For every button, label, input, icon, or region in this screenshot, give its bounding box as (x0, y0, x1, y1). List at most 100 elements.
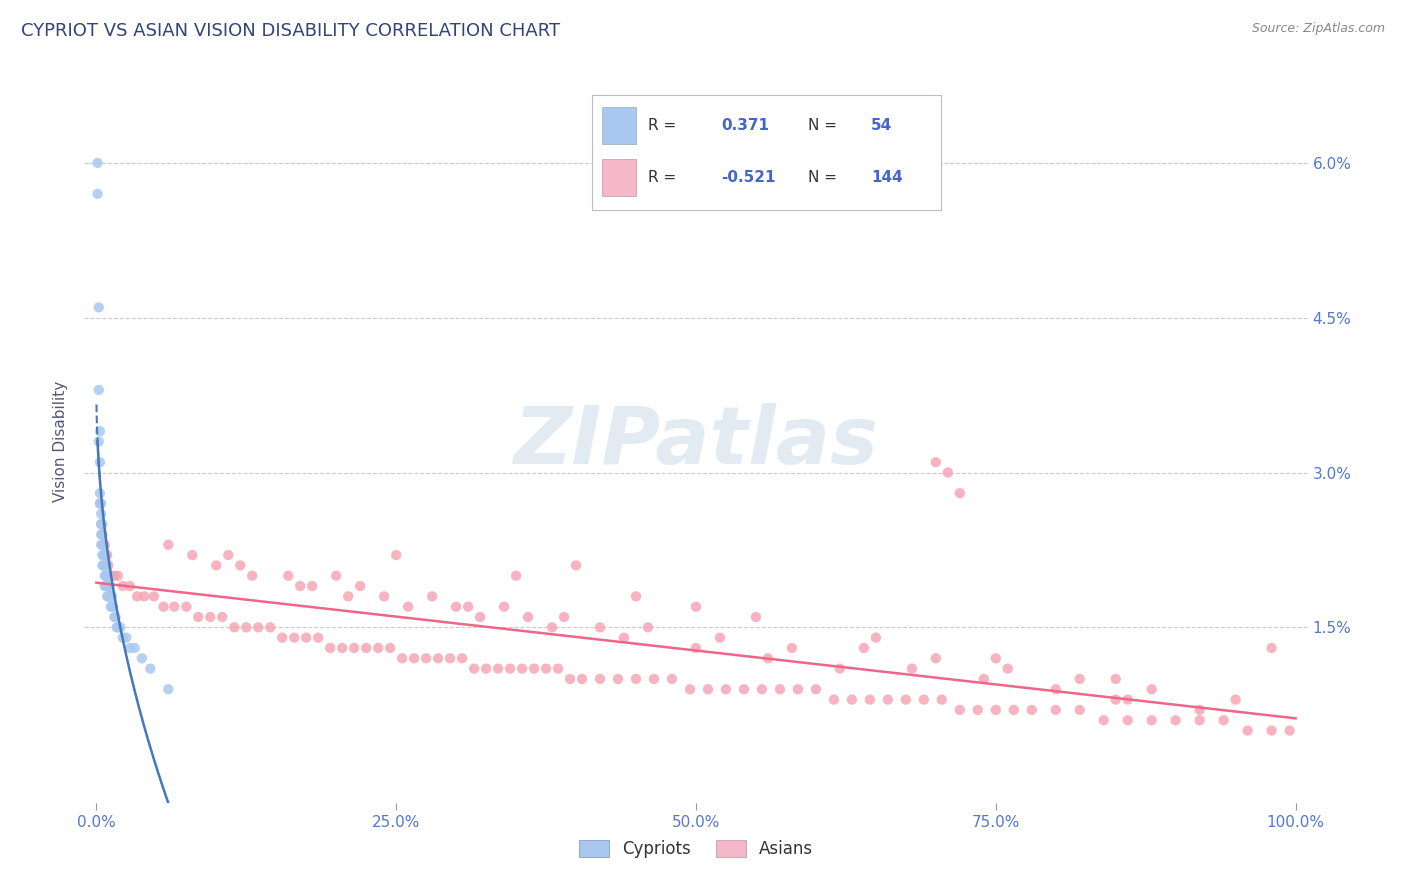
Point (93, 568, 117, 582)
Point (984, 651, 1007, 665)
Point (973, 672, 995, 686)
Point (404, 651, 426, 665)
Point (553, 610, 575, 624)
Point (613, 631, 636, 645)
Point (637, 620, 659, 634)
Point (319, 640, 342, 655)
Point (127, 590, 149, 604)
Point (367, 640, 389, 655)
Point (859, 692, 882, 706)
Point (949, 486, 972, 500)
Point (96, 548, 118, 562)
Point (709, 631, 731, 645)
Point (439, 651, 461, 665)
Point (93, 548, 115, 562)
Point (301, 579, 323, 593)
Point (787, 682, 810, 697)
Point (804, 682, 827, 697)
Point (224, 620, 246, 634)
Point (107, 568, 129, 582)
Point (337, 590, 360, 604)
Point (1002, 703, 1025, 717)
Point (139, 662, 162, 676)
Point (1225, 692, 1247, 706)
Point (547, 662, 569, 676)
Point (98, 579, 121, 593)
Point (93, 579, 117, 593)
Point (91, 517, 114, 532)
Point (110, 620, 132, 634)
Point (200, 610, 222, 624)
Point (187, 610, 209, 624)
Point (91, 558, 114, 573)
Point (101, 590, 124, 604)
Point (391, 651, 413, 665)
Point (1140, 682, 1163, 697)
Point (101, 599, 124, 614)
Point (745, 610, 768, 624)
Y-axis label: Vision Disability: Vision Disability (53, 381, 69, 502)
Point (97, 590, 120, 604)
Point (385, 548, 408, 562)
Point (643, 672, 665, 686)
Point (607, 672, 630, 686)
Point (93, 548, 117, 562)
Point (624, 590, 647, 604)
Point (463, 662, 485, 676)
Point (565, 558, 588, 573)
Point (1045, 703, 1067, 717)
Point (91, 527, 114, 541)
Point (94, 558, 117, 573)
Point (157, 538, 180, 552)
Point (100, 599, 122, 614)
Point (1164, 713, 1187, 727)
Point (679, 682, 702, 697)
Point (134, 590, 156, 604)
Point (396, 599, 419, 614)
Point (876, 692, 898, 706)
Point (124, 640, 146, 655)
Point (97, 579, 120, 593)
Point (115, 631, 138, 645)
Point (756, 651, 779, 665)
Point (589, 620, 612, 634)
Point (685, 640, 707, 655)
Point (97, 568, 120, 582)
Point (534, 662, 557, 676)
Point (235, 620, 257, 634)
Point (229, 558, 252, 573)
Point (87, 301, 110, 315)
Text: CYPRIOT VS ASIAN VISION DISABILITY CORRELATION CHART: CYPRIOT VS ASIAN VISION DISABILITY CORRE… (21, 22, 560, 40)
Point (1045, 682, 1067, 697)
Point (240, 568, 263, 582)
Point (589, 672, 612, 686)
Point (217, 548, 239, 562)
Point (89, 486, 111, 500)
Point (751, 682, 773, 697)
Point (174, 599, 197, 614)
Point (451, 651, 474, 665)
Point (103, 568, 125, 582)
Point (118, 640, 141, 655)
Point (1092, 713, 1115, 727)
Point (468, 610, 491, 624)
Point (558, 672, 581, 686)
Point (1105, 672, 1128, 686)
Point (87, 434, 110, 449)
Point (1116, 692, 1139, 706)
Point (1188, 703, 1211, 717)
Point (100, 590, 122, 604)
Point (420, 590, 443, 604)
Point (343, 640, 366, 655)
Point (349, 579, 371, 593)
Point (901, 662, 924, 676)
Point (523, 662, 546, 676)
Point (87, 383, 110, 397)
Point (780, 640, 803, 655)
Point (96, 579, 118, 593)
Point (661, 672, 683, 686)
Point (89, 496, 111, 510)
Point (505, 568, 527, 582)
Point (457, 599, 479, 614)
Text: Source: ZipAtlas.com: Source: ZipAtlas.com (1251, 22, 1385, 36)
